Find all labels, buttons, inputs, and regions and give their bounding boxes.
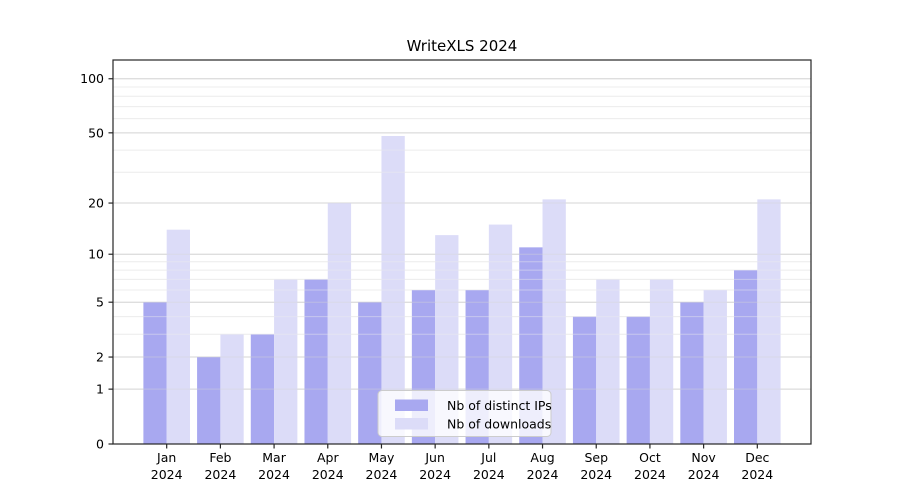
x-tick-label: Nov 2024 bbox=[688, 450, 720, 482]
plot-border bbox=[112, 59, 812, 445]
bar-downloads-oct bbox=[649, 279, 674, 444]
x-tick-label: Sep 2024 bbox=[580, 450, 612, 482]
legend-swatch-0 bbox=[395, 399, 428, 411]
bar-downloads-nov bbox=[703, 289, 727, 444]
y-tick-label: 20 bbox=[88, 196, 104, 211]
bar-ips-dec bbox=[734, 270, 758, 444]
y-tick-label: 100 bbox=[80, 71, 104, 86]
x-tick-label: Feb 2024 bbox=[204, 450, 236, 482]
bar-ips-apr bbox=[304, 279, 328, 444]
chart-title: WriteXLS 2024 bbox=[407, 37, 518, 55]
y-tick-label: 1 bbox=[96, 382, 104, 397]
bar-downloads-mar bbox=[274, 279, 298, 444]
y-tick-label: 10 bbox=[88, 247, 104, 262]
bar-ips-sep bbox=[572, 316, 597, 444]
legend-label-0: Nb of distinct IPs bbox=[447, 398, 552, 413]
x-tick-label: Aug 2024 bbox=[527, 450, 559, 482]
bar-ips-feb bbox=[197, 357, 221, 444]
legend-swatch-1 bbox=[395, 418, 428, 430]
bar-ips-may bbox=[358, 302, 382, 444]
bar-ips-oct bbox=[626, 316, 650, 444]
legend-label-1: Nb of downloads bbox=[447, 417, 551, 432]
x-tick-label: Dec 2024 bbox=[741, 450, 773, 482]
bar-downloads-jan bbox=[166, 229, 190, 444]
bar-downloads-may bbox=[381, 135, 405, 445]
bar-downloads-aug bbox=[542, 199, 566, 444]
bar-downloads-dec bbox=[757, 199, 781, 444]
bar-downloads-jul bbox=[488, 224, 513, 444]
x-tick-label: Mar 2024 bbox=[258, 450, 290, 482]
x-tick-label: May 2024 bbox=[366, 450, 398, 482]
bar-ips-nov bbox=[680, 302, 704, 444]
x-tick-label: Apr 2024 bbox=[312, 450, 344, 482]
bar-downloads-feb bbox=[220, 334, 244, 444]
x-tick-label: Jul 2024 bbox=[473, 450, 505, 482]
y-tick-label: 0 bbox=[96, 437, 104, 452]
y-tick-label: 50 bbox=[88, 125, 104, 140]
y-tick-label: 5 bbox=[96, 295, 104, 310]
bar-ips-jan bbox=[143, 302, 167, 444]
y-tick-label: 2 bbox=[96, 350, 104, 365]
x-tick-label: Jan 2024 bbox=[151, 450, 183, 482]
bar-downloads-apr bbox=[327, 203, 352, 444]
bar-ips-mar bbox=[250, 334, 275, 444]
bar-downloads-sep bbox=[596, 279, 620, 444]
x-tick-label: Oct 2024 bbox=[634, 450, 666, 482]
x-tick-label: Jun 2024 bbox=[419, 450, 451, 482]
